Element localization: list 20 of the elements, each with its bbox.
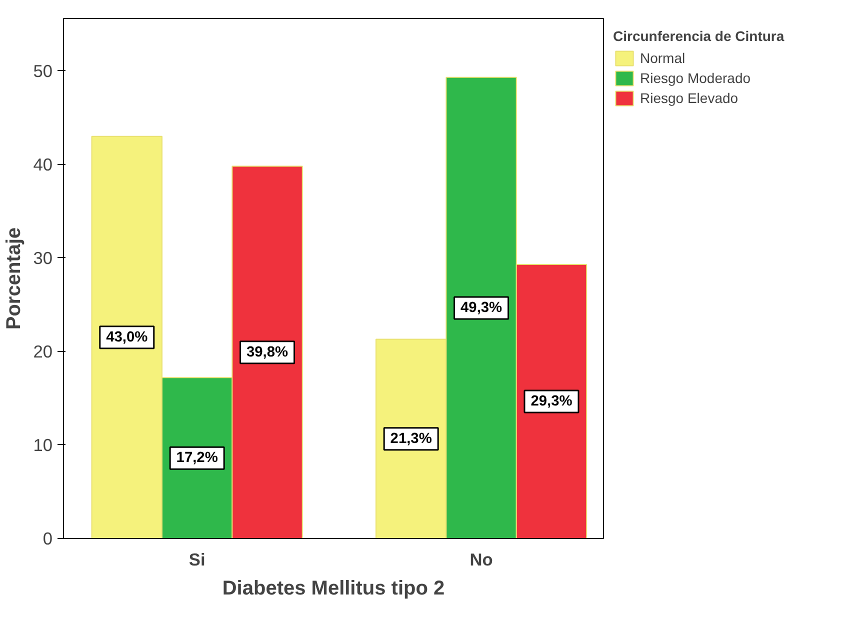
y-tick-label: 40	[33, 154, 53, 174]
data-label: 49,3%	[460, 300, 502, 316]
legend-label: Riesgo Moderado	[640, 70, 751, 86]
x-tick-label: No	[470, 550, 493, 570]
legend-title: Circunferencia de Cintura	[613, 28, 784, 44]
y-tick-label: 30	[33, 248, 53, 268]
data-label: 39,8%	[246, 344, 288, 360]
data-label: 43,0%	[106, 329, 148, 346]
legend-label: Normal	[640, 50, 686, 66]
y-tick-label: 10	[33, 434, 53, 455]
x-tick-label: Si	[188, 550, 206, 570]
data-label: 17,2%	[176, 450, 218, 466]
y-tick-label: 0	[42, 528, 53, 548]
data-label: 21,3%	[390, 430, 432, 447]
y-axis-title: Porcentaje	[3, 227, 26, 330]
data-label: 29,3%	[530, 393, 572, 410]
legend-label: Riesgo Elevado	[640, 90, 738, 106]
x-axis-title: Diabetes Mellitus tipo 2	[222, 578, 445, 600]
y-tick-label: 20	[33, 341, 53, 362]
y-tick-label: 50	[33, 60, 53, 81]
